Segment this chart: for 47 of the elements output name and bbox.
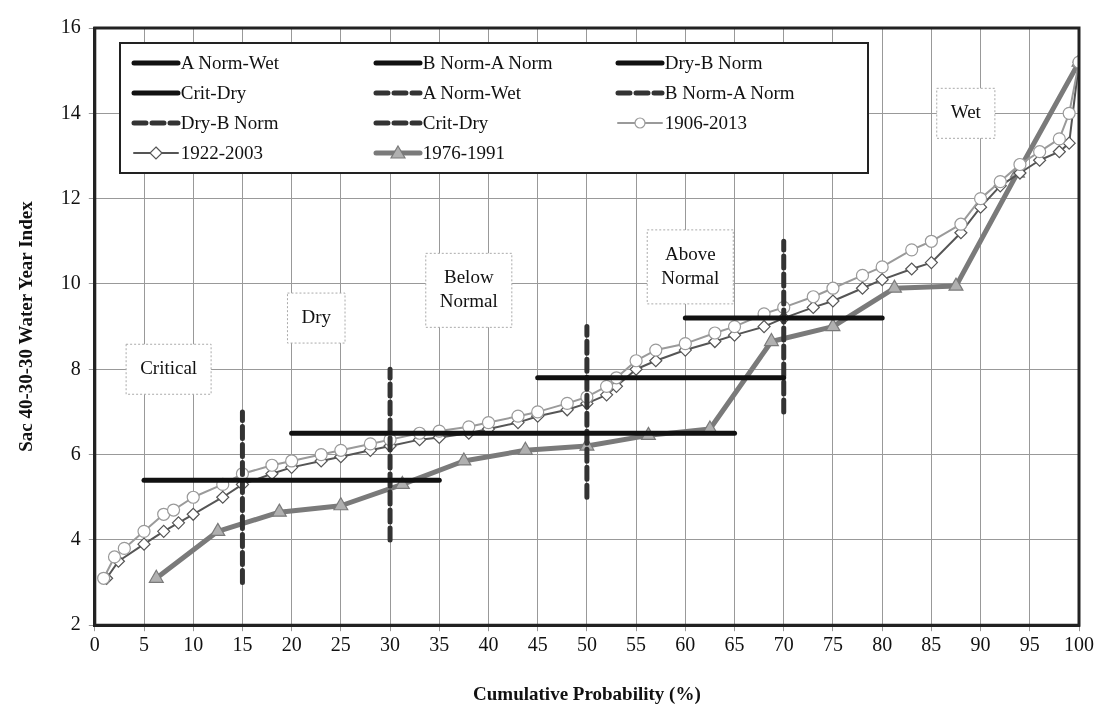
legend-label: A Norm-Wet [422,82,521,104]
x-tick-label: 65 [724,633,745,656]
x-tick-label: 25 [330,633,351,656]
x-tick-label: 45 [527,633,548,656]
x-tick-label: 5 [139,633,150,656]
annotation: Wet [950,101,982,123]
legend-label: Dry-B Norm [664,52,763,74]
x-axis-title: Cumulative Probability (%) [473,682,701,705]
annotation: Above Normal [661,242,720,288]
x-tick-label: 85 [921,633,942,656]
x-tick-label: 35 [429,633,450,656]
legend-label: 1906-2013 [664,112,748,134]
x-tick-label: 20 [281,633,302,656]
x-tick-label: 55 [626,633,647,656]
legend-label: Crit-Dry [422,112,489,134]
legend-label: Crit-Dry [180,82,247,104]
y-tick-label: 12 [60,185,81,208]
legend-label: Dry-B Norm [180,112,279,134]
x-tick-label: 15 [232,633,253,656]
annotation: Dry [301,306,332,328]
legend-label: B Norm-A Norm [664,82,795,104]
y-tick-label: 4 [70,527,81,550]
x-tick-label: 100 [1064,633,1094,656]
y-tick-label: 2 [70,612,81,635]
x-tick-label: 90 [970,633,991,656]
x-tick-label: 60 [675,633,696,656]
legend-label: 1976-1991 [422,142,506,164]
legend-label: B Norm-A Norm [422,52,553,74]
x-tick-label: 80 [872,633,893,656]
annotation: Critical [140,357,198,379]
x-tick-label: 95 [1019,633,1040,656]
y-tick-label: 16 [60,15,81,38]
x-tick-label: 75 [822,633,843,656]
y-tick-label: 6 [70,441,81,464]
legend-label: A Norm-Wet [180,52,279,74]
x-tick-label: 50 [576,633,597,656]
x-tick-label: 0 [89,633,100,656]
y-tick-label: 14 [60,100,81,123]
x-tick-label: 40 [478,633,499,656]
y-axis-title: Sac 40-30-30 Water Year Index [15,200,37,452]
x-tick-label: 30 [380,633,401,656]
legend-label: 1922-2003 [180,142,264,164]
y-tick-label: 10 [60,271,81,294]
y-tick-label: 8 [70,356,81,379]
x-tick-label: 10 [183,633,204,656]
annotation: Below Normal [439,266,498,312]
x-tick-label: 70 [773,633,794,656]
